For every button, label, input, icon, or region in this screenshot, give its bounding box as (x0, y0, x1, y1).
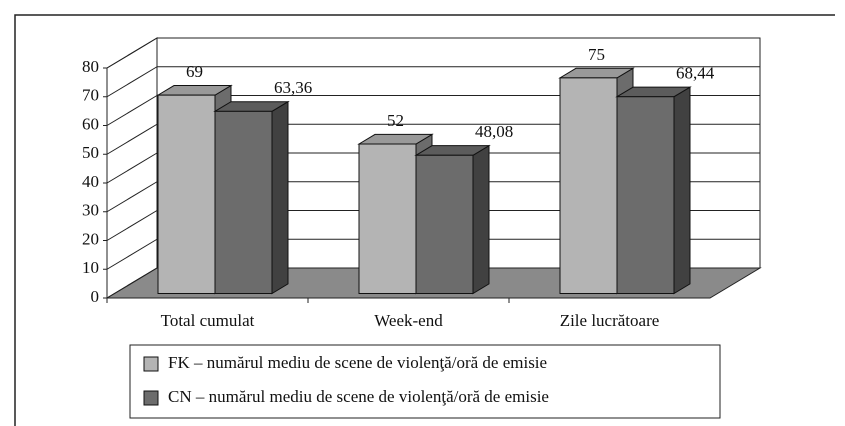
legend-label: FK – numărul mediu de scene de violenţă/… (168, 353, 547, 372)
y-tick-label: 20 (82, 229, 99, 248)
grid-line (106, 37, 158, 69)
value-label: 48,08 (475, 122, 513, 141)
value-label: 63,36 (274, 78, 312, 97)
bar (214, 110, 273, 294)
grid-line (106, 181, 158, 213)
bar-side (472, 144, 490, 295)
value-label: 75 (588, 45, 605, 64)
grid-line (106, 66, 158, 98)
grid-line (106, 123, 158, 155)
bar (415, 154, 474, 294)
value-label: 69 (186, 62, 203, 81)
y-tick-label: 60 (82, 114, 99, 133)
y-tick-label: 50 (82, 143, 99, 162)
bar (559, 77, 618, 294)
y-tick-label: 70 (82, 86, 99, 105)
x-tick-label: Total cumulat (161, 311, 255, 330)
bar (157, 94, 216, 294)
legend-label: CN – numărul mediu de scene de violenţă/… (168, 387, 549, 406)
y-tick-label: 80 (82, 57, 99, 76)
grid-line (106, 95, 158, 126)
grid-line (106, 152, 158, 184)
y-tick-label: 0 (91, 287, 100, 306)
x-tick-label: Week-end (374, 311, 443, 330)
grid-line (106, 238, 158, 270)
legend-swatch (143, 390, 159, 406)
legend-swatch (143, 356, 159, 372)
bar-side (673, 86, 691, 295)
y-tick-label: 10 (82, 258, 99, 277)
value-label: 52 (387, 111, 404, 130)
bar (358, 143, 417, 294)
x-tick-label: Zile lucrătoare (560, 311, 660, 330)
legend-box (129, 344, 721, 419)
bar (616, 96, 675, 294)
y-tick-label: 30 (82, 201, 99, 220)
bar-side (271, 100, 289, 295)
frame (14, 14, 835, 426)
grid-line (106, 210, 158, 241)
y-tick-label: 40 (82, 172, 99, 191)
value-label: 68,44 (676, 64, 715, 83)
grid-line (106, 267, 158, 299)
